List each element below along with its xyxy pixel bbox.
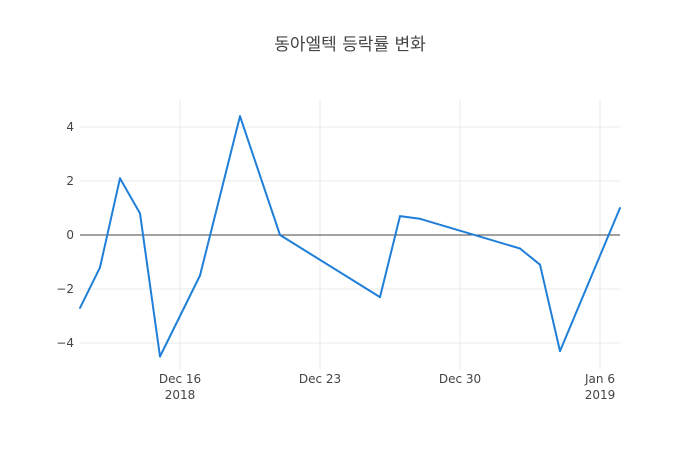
data-point (559, 350, 561, 353)
x-tick-year-label: 2019 (585, 388, 616, 402)
y-axis-ticks: −4 −2 0 2 4 (56, 120, 74, 350)
chart-title: 동아엘텍 등락률 변화 (274, 35, 426, 55)
series (79, 115, 621, 358)
data-point (379, 296, 381, 299)
x-axis-ticks: Dec 16 2018 Dec 23 Dec 30 Jan 6 2019 (159, 372, 615, 402)
x-tick-year-label: 2018 (165, 388, 196, 402)
data-point (619, 207, 621, 209)
data-point (519, 247, 521, 250)
x-tick-label: Dec 23 (299, 372, 341, 386)
x-tick-label: Dec 16 (159, 372, 201, 386)
data-point (279, 234, 281, 236)
data-point (199, 274, 201, 277)
data-point (139, 212, 141, 215)
data-point (539, 263, 541, 266)
y-tick-label: 4 (66, 120, 74, 134)
x-tick-label: Jan 6 (584, 372, 615, 386)
y-tick-label: −2 (56, 282, 74, 296)
data-point (79, 306, 81, 309)
data-point (239, 115, 241, 118)
data-point (99, 266, 101, 269)
data-point (159, 355, 161, 358)
y-tick-label: −4 (56, 336, 74, 350)
data-point (419, 217, 421, 220)
data-point (399, 215, 401, 218)
data-point (119, 177, 121, 180)
x-tick-label: Dec 30 (439, 372, 481, 386)
y-tick-label: 2 (66, 174, 74, 188)
y-tick-label: 0 (66, 228, 74, 242)
series-line (79, 115, 621, 358)
